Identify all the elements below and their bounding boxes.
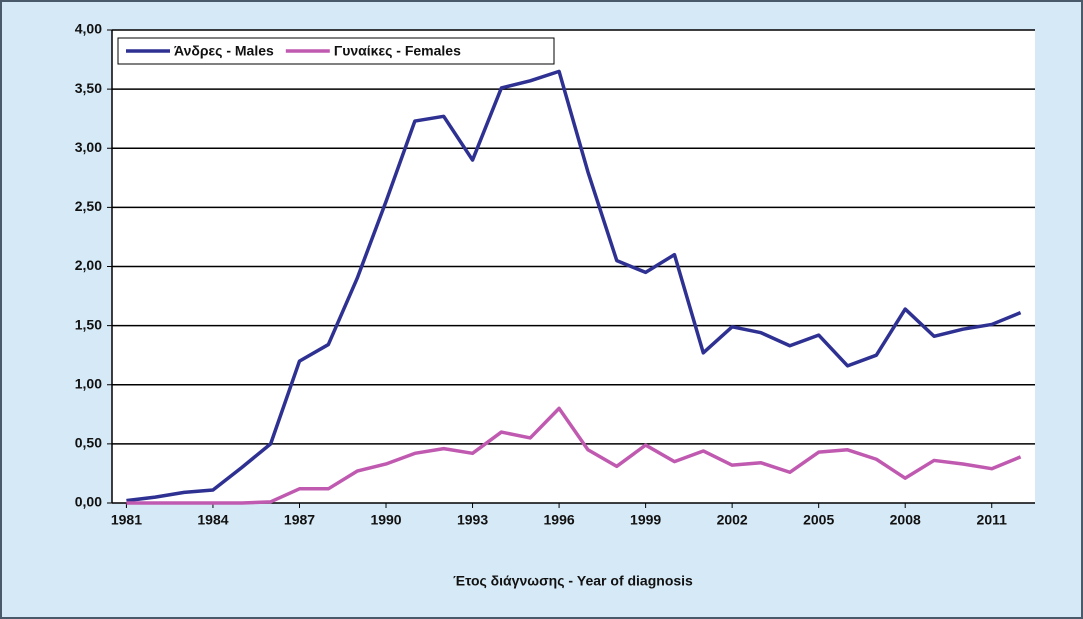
x-tick-label: 1981 (111, 512, 142, 528)
y-tick-label: 2,00 (75, 257, 102, 273)
y-tick-label: 4,00 (75, 21, 102, 37)
y-tick-label: 2,50 (75, 198, 102, 214)
y-tick-label: 0,50 (75, 435, 102, 451)
line-series (126, 69, 1022, 503)
legend-label: Γυναίκες - Females (334, 43, 461, 59)
x-tick-label: 2008 (890, 512, 921, 528)
y-tick-label: 0,00 (75, 494, 102, 510)
x-axis-label: Έτος διάγνωσης - Year of diagnosis (453, 573, 693, 589)
y-tick-label: 1,00 (75, 375, 102, 391)
legend-box (117, 37, 555, 65)
y-tick-label: 3,50 (75, 80, 102, 96)
x-tick-label: 1993 (457, 512, 488, 528)
x-tick-label: 1990 (370, 512, 401, 528)
x-tick-label: 2011 (977, 512, 1008, 528)
legend-label: Άνδρες - Males (174, 43, 274, 59)
x-tick-label: 1984 (197, 512, 228, 528)
x-tick-label: 1987 (284, 512, 315, 528)
x-tick-label: 1996 (544, 512, 575, 528)
x-tick-label: 2005 (803, 512, 834, 528)
x-tick-label: 2002 (717, 512, 748, 528)
y-tick-label: 1,50 (75, 316, 102, 332)
line-series (126, 406, 1022, 505)
x-tick-label: 1999 (630, 512, 661, 528)
y-tick-label: 3,00 (75, 139, 102, 155)
